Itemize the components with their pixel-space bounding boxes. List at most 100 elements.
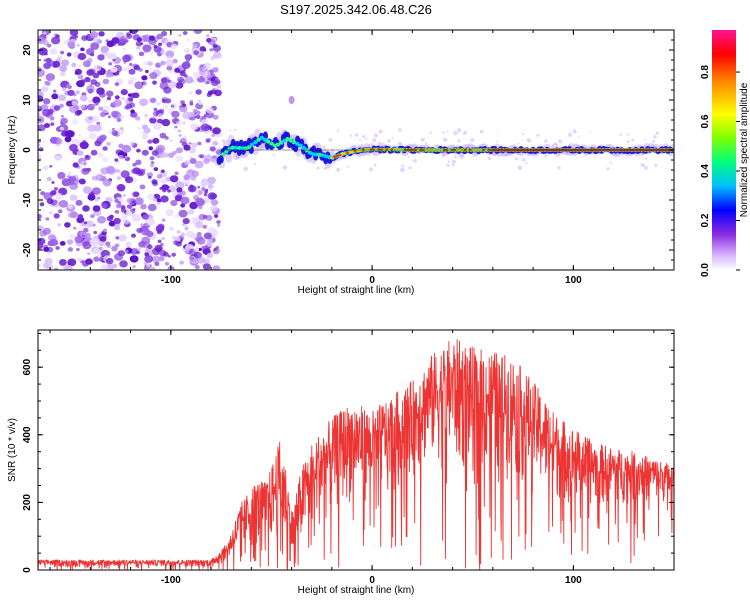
noise-blob [194, 221, 204, 229]
y-tick-label: 10 [22, 94, 33, 106]
noise-blob [212, 127, 221, 135]
noise-blob [149, 156, 155, 161]
noise-blob [113, 99, 122, 107]
snr-x-label: Height of straight line (km) [298, 585, 415, 596]
faint-dot [593, 156, 596, 159]
noise-blob [85, 220, 94, 228]
noise-blob [186, 38, 190, 41]
noise-blob [156, 229, 163, 235]
noise-blob [142, 134, 149, 140]
faint-dot [391, 137, 394, 140]
noise-blob [171, 110, 180, 118]
noise-blob [43, 31, 47, 35]
noise-blob [76, 216, 85, 224]
noise-blob [44, 123, 50, 128]
noise-blob [210, 55, 216, 61]
noise-blob [198, 247, 202, 252]
noise-blob [67, 212, 75, 218]
faint-dot [359, 138, 362, 141]
noise-blob [69, 144, 78, 152]
noise-blob [102, 228, 107, 232]
noise-blob [82, 60, 91, 68]
noise-blob [202, 263, 211, 270]
noise-blob [38, 112, 41, 117]
noise-blob [38, 95, 44, 103]
noise-blob [184, 160, 191, 166]
noise-blob [57, 223, 62, 227]
noise-blob [159, 81, 169, 90]
noise-blob [197, 185, 201, 189]
noise-blob [38, 36, 46, 44]
noise-blob [122, 54, 131, 63]
noise-blob [75, 178, 80, 183]
noise-blob [114, 82, 120, 87]
noise-blob [195, 190, 199, 194]
faint-dot [544, 154, 548, 158]
faint-dot [272, 153, 275, 156]
faint-dot [496, 140, 499, 143]
faint-dot [544, 139, 548, 143]
faint-dot [451, 163, 455, 167]
noise-blob [117, 250, 126, 257]
noise-blob [55, 246, 60, 250]
y-tick-label: -20 [22, 242, 33, 257]
noise-blob [79, 141, 89, 150]
noise-blob [140, 42, 144, 45]
noise-blob [74, 110, 81, 116]
figure-title: S197.2025.342.06.48.C26 [280, 2, 432, 17]
ridge-core [240, 146, 245, 151]
noise-blob [54, 267, 59, 270]
noise-blob [71, 118, 79, 125]
noise-blob [142, 61, 148, 66]
noise-blob [69, 105, 79, 113]
noise-blob [207, 138, 211, 141]
noise-blob [67, 171, 72, 176]
noise-blob [92, 247, 100, 255]
noise-blob [188, 147, 196, 154]
faint-dot [346, 165, 349, 168]
noise-blob [100, 167, 110, 175]
noise-blob [122, 47, 126, 51]
noise-blob [157, 118, 163, 124]
noise-blob [114, 210, 118, 214]
ridge-band [238, 139, 244, 148]
noise-blob [147, 139, 153, 144]
noise-blob [146, 263, 151, 267]
ridge-core [282, 138, 287, 143]
faint-dot [522, 133, 525, 135]
noise-blob [76, 150, 84, 156]
noise-blob [52, 60, 61, 68]
noise-blob [170, 104, 175, 108]
noise-blob [38, 47, 48, 56]
noise-blob [150, 161, 155, 165]
ridge-core [266, 139, 271, 144]
noise-blob [73, 226, 77, 230]
noise-blob [211, 89, 217, 95]
noise-blob [145, 69, 149, 74]
noise-blob [92, 241, 99, 248]
noise-blob [198, 205, 203, 210]
noise-blob [192, 71, 201, 79]
noise-blob [60, 115, 64, 118]
noise-blob [196, 237, 206, 245]
noise-blob [144, 114, 149, 118]
noise-blob [67, 258, 77, 267]
x-tick-label: 100 [565, 575, 582, 586]
noise-blob [75, 199, 83, 206]
noise-blob [77, 52, 87, 61]
noise-blob [133, 93, 138, 98]
noise-blob [161, 30, 168, 37]
noise-blob [69, 234, 76, 239]
noise-blob [106, 52, 114, 59]
noise-blob [60, 117, 68, 125]
noise-blob [115, 149, 123, 156]
noise-blob [216, 84, 222, 89]
noise-blob [122, 194, 126, 197]
noise-blob [112, 111, 121, 119]
faint-dot [470, 138, 475, 143]
noise-blob [188, 142, 192, 145]
noise-blob [160, 178, 167, 184]
noise-blob [205, 107, 214, 114]
noise-blob [65, 100, 74, 107]
noise-blob [134, 143, 138, 147]
